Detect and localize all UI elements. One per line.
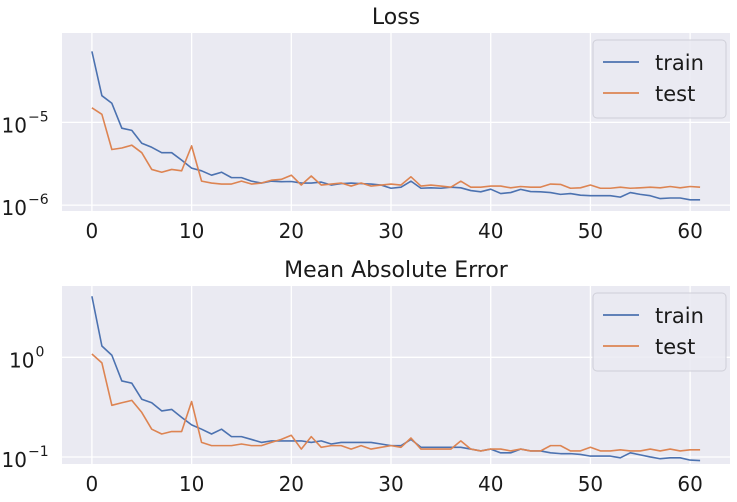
loss-legend: train test bbox=[592, 39, 727, 119]
loss-x-tick-label: 40 bbox=[478, 219, 503, 243]
loss-chart-title: Loss bbox=[372, 5, 420, 30]
loss-x-tick-label: 10 bbox=[179, 219, 204, 243]
loss-y-axis-ticks: 10−610−5 bbox=[2, 109, 49, 220]
loss-y-tick-label: 10 bbox=[2, 196, 27, 220]
mae-x-tick-label: 50 bbox=[578, 472, 603, 496]
mae-series-line-train bbox=[91, 296, 701, 462]
mae-legend: train test bbox=[592, 292, 727, 372]
loss-x-tick-label: 60 bbox=[677, 219, 702, 243]
mae-y-tick-label: 10 bbox=[9, 348, 34, 372]
loss-x-axis-ticks: 0 10 20 30 40 50 60 bbox=[86, 219, 703, 243]
loss-legend-label-test: test bbox=[655, 82, 695, 106]
mae-x-axis-ticks: 0 10 20 30 40 50 60 bbox=[86, 472, 703, 496]
loss-x-tick-label: 50 bbox=[578, 219, 603, 243]
mae-x-tick-label: 10 bbox=[179, 472, 204, 496]
mae-legend-box bbox=[592, 292, 727, 372]
loss-legend-box bbox=[592, 39, 727, 119]
loss-lines bbox=[91, 51, 701, 201]
mae-y-tick-exponent: −1 bbox=[28, 444, 49, 460]
mae-chart-title: Mean Absolute Error bbox=[284, 258, 509, 283]
loss-series-line-train bbox=[91, 51, 701, 201]
mae-x-tick-label: 30 bbox=[378, 472, 403, 496]
mae-y-tick-label: 10 bbox=[2, 448, 27, 472]
mae-legend-label-train: train bbox=[655, 304, 704, 328]
mae-x-tick-label: 20 bbox=[279, 472, 304, 496]
mae-legend-label-test: test bbox=[655, 335, 695, 359]
loss-x-tick-label: 0 bbox=[86, 219, 99, 243]
loss-legend-label-train: train bbox=[655, 51, 704, 75]
mae-series-line-test bbox=[91, 353, 701, 452]
mae-x-tick-label: 0 bbox=[86, 472, 99, 496]
mae-y-tick-exponent: 0 bbox=[36, 344, 45, 360]
loss-y-tick-label: 10 bbox=[2, 113, 27, 137]
loss-grid bbox=[62, 33, 730, 211]
loss-series-line-test bbox=[91, 107, 701, 190]
mae-x-tick-label: 60 bbox=[677, 472, 702, 496]
mae-lines bbox=[91, 296, 701, 462]
loss-x-tick-label: 20 bbox=[279, 219, 304, 243]
loss-x-tick-label: 30 bbox=[378, 219, 403, 243]
mae-x-tick-label: 40 bbox=[478, 472, 503, 496]
loss-y-tick-exponent: −5 bbox=[28, 109, 49, 125]
loss-y-tick-exponent: −6 bbox=[28, 192, 49, 208]
mae-chart: Mean Absolute Error 0 10 20 30 40 50 60 10 −110… bbox=[2, 258, 730, 496]
